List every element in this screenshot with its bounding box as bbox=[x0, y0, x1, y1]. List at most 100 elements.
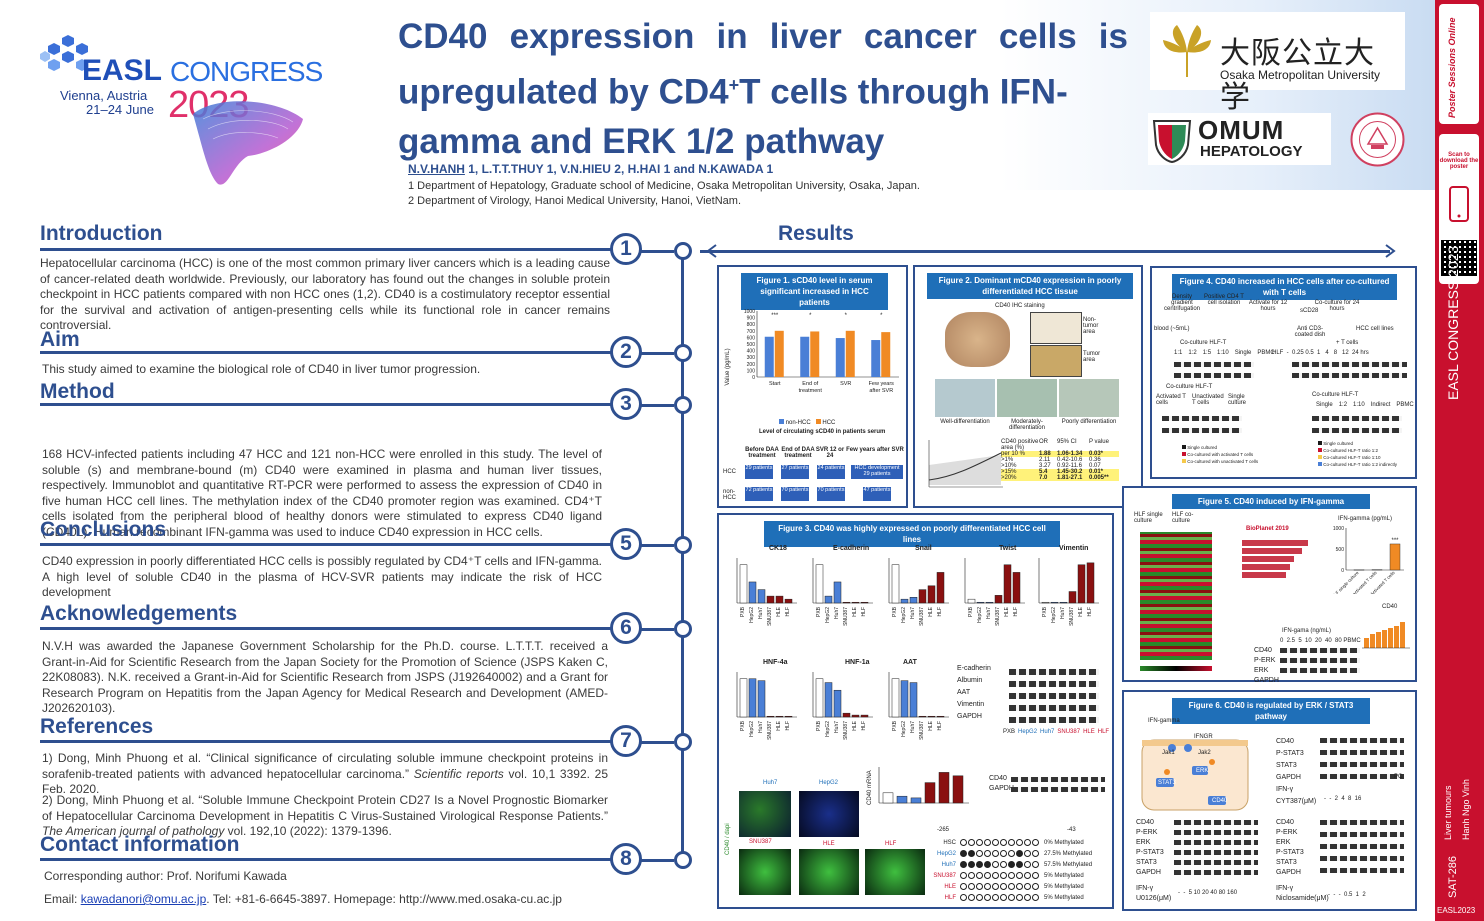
fig3-bar bbox=[1041, 601, 1050, 604]
methylation-site bbox=[960, 850, 967, 857]
fig3-xlabel: HLE bbox=[776, 606, 782, 616]
fig1-significance: * bbox=[845, 313, 848, 319]
fig1-significance: * bbox=[880, 313, 883, 319]
fig3-xlabel: HLF bbox=[785, 607, 791, 616]
figure-1-caption: Level of circulating sCD40 in patients s… bbox=[759, 429, 886, 435]
fig3-xlabel: HepG2 bbox=[1051, 607, 1057, 623]
pathway-diagram bbox=[1141, 739, 1249, 811]
title-line-3: gamma and ERK 1/2 pathway bbox=[398, 121, 885, 161]
fig3-xlabel: Huh7 bbox=[986, 607, 992, 619]
fig1-ytick: 500 bbox=[747, 342, 756, 348]
shield-icon bbox=[1152, 120, 1192, 163]
fig3-bar bbox=[918, 589, 927, 604]
fig1-category-label: after SVR bbox=[869, 388, 893, 394]
methylation-site bbox=[960, 872, 967, 879]
fig3-bar2 bbox=[775, 715, 784, 718]
fig2-table-cell: 1.81-27.1 bbox=[1057, 475, 1089, 481]
figure-3-blot-gapdh bbox=[1011, 787, 1105, 792]
arrow-right-icon bbox=[1385, 244, 1396, 258]
authors: N.V.HANH 1, L.T.T.THUY 1, V.N.HIEU 2, H.… bbox=[408, 162, 774, 176]
fig3-bar bbox=[833, 581, 842, 604]
contact-email-link[interactable]: kawadanori@omu.ac.jp bbox=[80, 892, 207, 906]
fig3-bar bbox=[815, 564, 824, 604]
sidebar-author: Hanh Ngo Vinh bbox=[1461, 779, 1471, 840]
fig3-bar bbox=[891, 564, 900, 604]
fig1-bar bbox=[845, 330, 855, 377]
figure-6-blot2-labels: CD40 P-ERK ERK P-STAT3 STAT3 GAPDH IFN-γ… bbox=[1136, 819, 1172, 902]
methylation-line-label: HLE bbox=[944, 883, 956, 890]
fig1-category-label: Few years bbox=[869, 381, 895, 387]
timeline-stub-5 bbox=[640, 544, 674, 547]
methylation-site bbox=[968, 894, 975, 901]
fig1-ytick: 600 bbox=[747, 335, 756, 341]
conclusions-heading: Conclusions bbox=[40, 518, 167, 541]
timeline-stub-2 bbox=[640, 352, 674, 355]
methylation-line-label: Huh7 bbox=[941, 861, 956, 868]
easl-name: EASL bbox=[82, 54, 163, 87]
fig3-xlabel: PXB bbox=[1042, 606, 1048, 617]
fig1-ytick: 0 bbox=[752, 375, 755, 381]
qr-code[interactable] bbox=[1441, 240, 1477, 276]
figure-4-blot-6 bbox=[1162, 428, 1242, 433]
methylation-row: HLE 5% Methylated bbox=[924, 881, 1114, 892]
timeline-stub-6 bbox=[640, 628, 674, 631]
fig3-bar2 bbox=[766, 715, 775, 718]
easl-congress: CONGRESS bbox=[170, 56, 323, 87]
fig2-table-cell: 0.005** bbox=[1089, 475, 1119, 481]
methylation-line-label: SNU387 bbox=[933, 872, 956, 879]
fig3-xlabel: HepG2 bbox=[749, 607, 755, 623]
fig2-table-row: >10% 3.27 0.92-11.6 0.07 bbox=[1001, 463, 1141, 469]
methylation-value: 5% Methylated bbox=[1044, 872, 1084, 879]
fig3-bar bbox=[967, 598, 976, 604]
figure-1-legend: non-HCC HCC bbox=[779, 419, 835, 426]
figure-4-ind: Single 1:2 1:10 Indirect PBMC bbox=[1316, 402, 1414, 408]
fig3-xlabel: PXB bbox=[968, 606, 974, 617]
figure-1-title: Figure 1. sCD40 level in serum significa… bbox=[741, 273, 888, 310]
fig2-table-cell: 0.01* bbox=[1089, 469, 1119, 475]
univ-en: Osaka Metropolitan University bbox=[1220, 68, 1381, 82]
methylation-site bbox=[1024, 839, 1031, 846]
fig3-xlabel2: HepG2 bbox=[825, 721, 831, 737]
fig3-bar2 bbox=[739, 678, 748, 718]
fig3-bar bbox=[775, 595, 784, 604]
fig3-bar bbox=[1077, 564, 1086, 604]
methylation-site bbox=[984, 894, 991, 901]
figure-1-table: Before DAA treatment End of DAA treatmen… bbox=[723, 447, 904, 501]
figure-2-tumor-image bbox=[1030, 345, 1082, 377]
fig3-xlabel: HepG2 bbox=[825, 607, 831, 623]
methylation-site bbox=[1032, 850, 1039, 857]
fig3-bar2 bbox=[927, 715, 936, 718]
timeline-node-8 bbox=[674, 851, 692, 869]
fig3-xlabel2: SNU387 bbox=[843, 721, 849, 740]
methylation-site bbox=[968, 861, 975, 868]
methylation-site bbox=[1000, 850, 1007, 857]
fig2-table-cell: 2.11 bbox=[1039, 457, 1051, 463]
methylation-site bbox=[992, 861, 999, 868]
fig3-xlabel: HLE bbox=[1004, 606, 1010, 616]
contact-heading: Contact information bbox=[40, 833, 240, 856]
figure-3-blot-cd40 bbox=[1011, 777, 1105, 782]
sidebar: Poster Sessions Online Scan to download … bbox=[1435, 0, 1484, 921]
fig3-xlabel: Huh7 bbox=[758, 607, 764, 619]
figure-4-blot-8 bbox=[1312, 428, 1402, 433]
methylation-site bbox=[1008, 872, 1015, 879]
fig3-bar3 bbox=[910, 797, 922, 804]
fig2-table-cell: 0.42-10.6 bbox=[1057, 457, 1083, 463]
figure-2-nontumor-label: Non-tumor area bbox=[1083, 317, 1099, 335]
timeline-node-1 bbox=[674, 242, 692, 260]
figure-2-tissue-image bbox=[945, 312, 1010, 367]
fig3-xlabel: SNU387 bbox=[767, 607, 773, 626]
connector-8 bbox=[40, 858, 612, 861]
methylation-site bbox=[1016, 872, 1023, 879]
fig3-bar3 bbox=[882, 792, 894, 804]
fig3-xlabel: HLF bbox=[861, 607, 867, 616]
figure-3-blot-3 bbox=[1009, 693, 1099, 699]
methylation-value: 27.5% Methylated bbox=[1044, 850, 1093, 857]
methylation-site bbox=[992, 872, 999, 879]
fig3-xlabel2: HLE bbox=[776, 720, 782, 730]
figure-4-legend-2: Single cultured Co-cultured HLF-T ratio … bbox=[1318, 440, 1397, 468]
fig1-ytick: 200 bbox=[747, 362, 756, 368]
fig3-xlabel2: PXB bbox=[816, 720, 822, 731]
liver-illustration bbox=[193, 101, 303, 185]
